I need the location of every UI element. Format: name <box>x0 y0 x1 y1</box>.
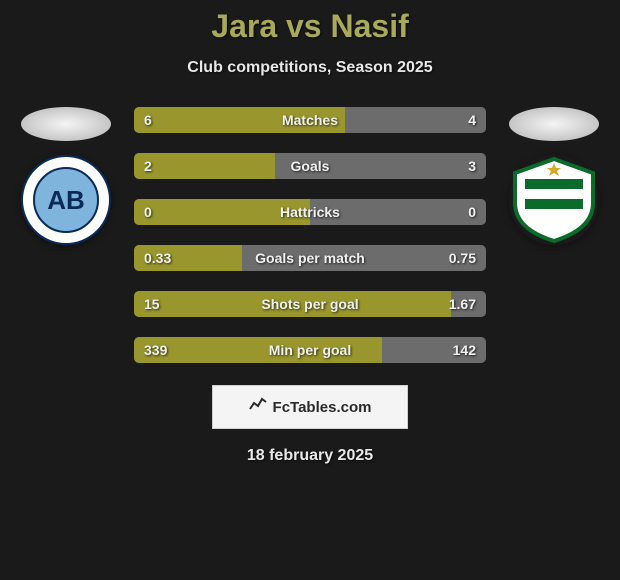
right-player-oval <box>509 107 599 141</box>
left-club-badge: AB <box>21 155 111 245</box>
left-player-column: AB <box>16 107 116 245</box>
belgrano-badge-icon: AB <box>21 155 111 245</box>
stat-label: Matches <box>282 107 338 133</box>
stat-left-value: 0 <box>144 199 152 225</box>
stat-right-value: 4 <box>468 107 476 133</box>
bar-right-fill <box>345 107 486 133</box>
right-player-column <box>504 107 604 245</box>
watermark[interactable]: FcTables.com <box>212 385 408 429</box>
content-row: AB 6 Matches 4 2 Goals 3 <box>0 107 620 363</box>
left-player-oval <box>21 107 111 141</box>
svg-text:AB: AB <box>47 185 85 215</box>
stat-label: Goals <box>291 153 330 179</box>
stat-label: Shots per goal <box>261 291 358 317</box>
stats-bars: 6 Matches 4 2 Goals 3 0 Hattricks 0 <box>134 107 486 363</box>
stat-right-value: 142 <box>453 337 476 363</box>
stat-bar-mpg: 339 Min per goal 142 <box>134 337 486 363</box>
stat-left-value: 15 <box>144 291 160 317</box>
stat-label: Min per goal <box>269 337 351 363</box>
stat-left-value: 6 <box>144 107 152 133</box>
stat-right-value: 0.75 <box>449 245 476 271</box>
stat-left-value: 0.33 <box>144 245 171 271</box>
stat-left-value: 339 <box>144 337 167 363</box>
stat-bar-matches: 6 Matches 4 <box>134 107 486 133</box>
stat-label: Hattricks <box>280 199 340 225</box>
chart-icon <box>249 397 267 415</box>
comparison-card: Jara vs Nasif Club competitions, Season … <box>0 0 620 580</box>
stat-bar-spg: 15 Shots per goal 1.67 <box>134 291 486 317</box>
stat-bar-goals: 2 Goals 3 <box>134 153 486 179</box>
stat-bar-gpm: 0.33 Goals per match 0.75 <box>134 245 486 271</box>
stat-right-value: 1.67 <box>449 291 476 317</box>
page-title: Jara vs Nasif <box>0 8 620 45</box>
date-line: 18 february 2025 <box>0 447 620 465</box>
right-club-badge <box>509 155 599 245</box>
stat-right-value: 0 <box>468 199 476 225</box>
stat-bar-hattricks: 0 Hattricks 0 <box>134 199 486 225</box>
banfield-badge-icon <box>509 155 599 245</box>
stat-label: Goals per match <box>255 245 365 271</box>
subtitle: Club competitions, Season 2025 <box>0 59 620 77</box>
bar-left-fill <box>134 153 275 179</box>
watermark-text: FcTables.com <box>273 399 372 416</box>
stat-left-value: 2 <box>144 153 152 179</box>
stat-right-value: 3 <box>468 153 476 179</box>
